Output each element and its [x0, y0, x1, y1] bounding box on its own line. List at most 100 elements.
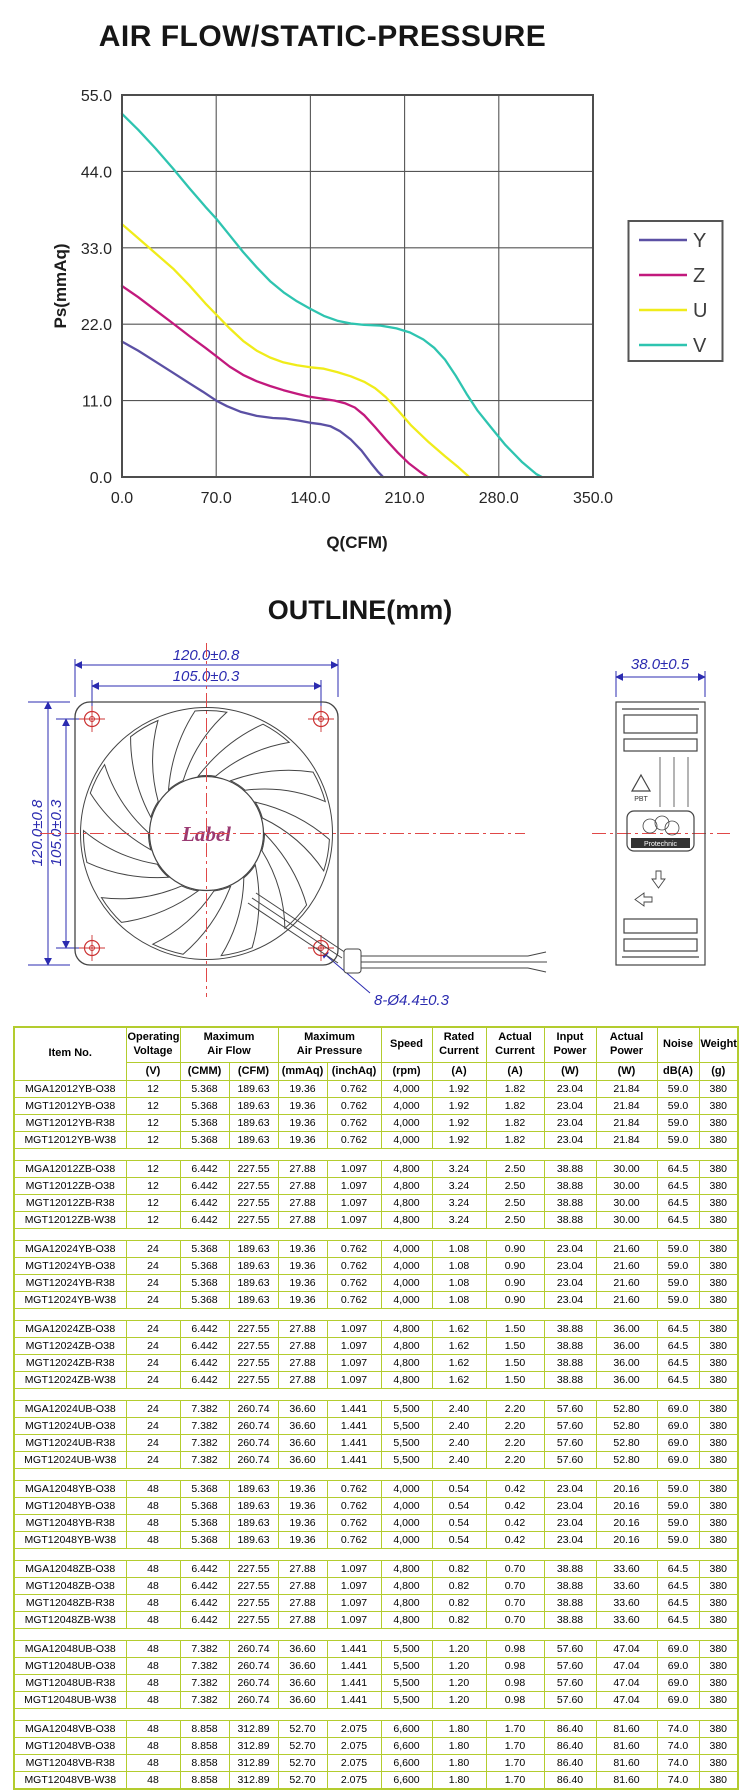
table-cell: 0.762 — [326, 1240, 382, 1258]
table-cell: 86.40 — [543, 1771, 597, 1790]
table-cell: 24 — [125, 1257, 181, 1275]
table-cell: 1.097 — [326, 1320, 382, 1338]
table-cell: 380 — [698, 1480, 739, 1498]
spec-table: Item No. Operating Voltage Maximum Air Flo… — [13, 1026, 739, 1790]
table-cell: 6.442 — [179, 1177, 230, 1195]
separator-cell — [14, 1148, 738, 1161]
table-row: MGT12048YB-O38 48 5.368 189.63 19.36 0.762 4,0… — [13, 1497, 739, 1515]
table-cell: 1.097 — [326, 1560, 382, 1578]
item-no-cell: MGT12012ZB-R38 — [13, 1194, 127, 1212]
table-cell: 33.60 — [595, 1577, 658, 1595]
table-cell: 23.04 — [543, 1114, 597, 1132]
table-cell: 48 — [125, 1531, 181, 1549]
table-cell: 52.70 — [277, 1771, 328, 1790]
table-cell: 1.82 — [485, 1080, 545, 1098]
table-row: MGT12048YB-W38 48 5.368 189.63 19.36 0.762 4,0… — [13, 1531, 739, 1549]
item-no-cell: MGA12024ZB-O38 — [13, 1320, 127, 1338]
legend-label-U: U — [693, 300, 707, 322]
column-header: Actual Current — [485, 1026, 545, 1063]
item-no-cell: MGT12048ZB-O38 — [13, 1577, 127, 1595]
table-row: MGT12048VB-R38 48 8.858 312.89 52.70 2.075 6,6… — [13, 1754, 739, 1772]
table-cell: 6,600 — [380, 1720, 433, 1738]
table-cell: 64.5 — [656, 1320, 700, 1338]
table-cell: 27.88 — [277, 1611, 328, 1629]
table-cell: 69.0 — [656, 1434, 700, 1452]
table-cell: 24 — [125, 1354, 181, 1372]
table-cell: 0.762 — [326, 1097, 382, 1115]
table-row: MGT12024UB-R38 24 7.382 260.74 36.60 1.441 5,5… — [13, 1434, 739, 1452]
table-cell: 227.55 — [228, 1211, 279, 1229]
table-cell: 86.40 — [543, 1737, 597, 1755]
item-no-cell: MGA12024UB-O38 — [13, 1400, 127, 1418]
table-cell: 380 — [698, 1211, 739, 1229]
item-no-cell: MGT12048YB-R38 — [13, 1514, 127, 1532]
table-cell: 5,500 — [380, 1434, 433, 1452]
table-cell: 64.5 — [656, 1594, 700, 1612]
table-cell: 24 — [125, 1240, 181, 1258]
table-cell: 52.70 — [277, 1720, 328, 1738]
table-cell: 59.0 — [656, 1514, 700, 1532]
table-cell: 5.368 — [179, 1274, 230, 1292]
table-cell: 64.5 — [656, 1211, 700, 1229]
separator-cell — [14, 1228, 738, 1241]
group-separator-row — [14, 1148, 738, 1161]
table-cell: 59.0 — [656, 1257, 700, 1275]
separator-cell — [14, 1468, 738, 1481]
table-cell: 0.90 — [485, 1291, 545, 1309]
table-cell: 4,000 — [380, 1131, 433, 1149]
table-cell: 0.762 — [326, 1480, 382, 1498]
table-cell: 57.60 — [543, 1691, 597, 1709]
table-cell: 52.70 — [277, 1754, 328, 1772]
table-cell: 0.762 — [326, 1257, 382, 1275]
table-cell: 6.442 — [179, 1371, 230, 1389]
table-cell: 189.63 — [228, 1531, 279, 1549]
table-cell: 12 — [125, 1131, 181, 1149]
table-cell: 19.36 — [277, 1131, 328, 1149]
table-cell: 380 — [698, 1257, 739, 1275]
column-header: Operating Voltage — [125, 1026, 181, 1063]
table-cell: 27.88 — [277, 1320, 328, 1338]
table-cell: 0.42 — [485, 1480, 545, 1498]
table-cell: 19.36 — [277, 1274, 328, 1292]
pbt-material-label: PBT — [634, 796, 648, 803]
group-separator-row — [14, 1708, 738, 1721]
table-cell: 5.368 — [179, 1514, 230, 1532]
table-cell: 24 — [125, 1434, 181, 1452]
legend-label-V: V — [693, 335, 707, 357]
table-cell: 24 — [125, 1291, 181, 1309]
x-axis-label: Q(CFM) — [326, 533, 387, 552]
table-row: MGA12024YB-O38 24 5.368 189.63 19.36 0.762 4,0… — [13, 1240, 739, 1258]
table-cell: 380 — [698, 1417, 739, 1435]
table-cell: 6.442 — [179, 1211, 230, 1229]
table-cell: 38.88 — [543, 1320, 597, 1338]
table-cell: 2.20 — [485, 1434, 545, 1452]
item-no-cell: MGT12024UB-R38 — [13, 1434, 127, 1452]
table-cell: 4,800 — [380, 1337, 433, 1355]
table-row: MGT12012ZB-R38 12 6.442 227.55 27.88 1.097 4,8… — [13, 1194, 739, 1212]
table-cell: 20.16 — [595, 1497, 658, 1515]
item-no-cell: MGT12024YB-R38 — [13, 1274, 127, 1292]
y-tick-label: 44.0 — [81, 164, 112, 181]
table-cell: 27.88 — [277, 1577, 328, 1595]
x-tick-label: 140.0 — [290, 490, 330, 507]
table-row: MGA12048UB-O38 48 7.382 260.74 36.60 1.441 5,5… — [13, 1640, 739, 1658]
table-cell: 1.08 — [431, 1257, 487, 1275]
fan-blade — [229, 769, 327, 803]
column-header: Item No. — [13, 1026, 127, 1081]
separator-cell — [14, 1388, 738, 1401]
table-cell: 380 — [698, 1194, 739, 1212]
table-row: MGT12048ZB-W38 48 6.442 227.55 27.88 1.097 4,8… — [13, 1611, 739, 1629]
fan-blade — [82, 829, 170, 879]
table-cell: 64.5 — [656, 1160, 700, 1178]
table-cell: 38.88 — [543, 1611, 597, 1629]
table-cell: 260.74 — [228, 1640, 279, 1658]
legend-label-Z: Z — [693, 265, 705, 287]
table-cell: 20.16 — [595, 1480, 658, 1498]
table-cell: 5.368 — [179, 1257, 230, 1275]
table-cell: 5.368 — [179, 1131, 230, 1149]
table-cell: 1.441 — [326, 1417, 382, 1435]
legend-box — [627, 220, 724, 362]
table-row: MGA12012ZB-O38 12 6.442 227.55 27.88 1.097 4,8… — [13, 1160, 739, 1178]
mounting-hole — [308, 935, 334, 961]
table-cell: 1.20 — [431, 1691, 487, 1709]
